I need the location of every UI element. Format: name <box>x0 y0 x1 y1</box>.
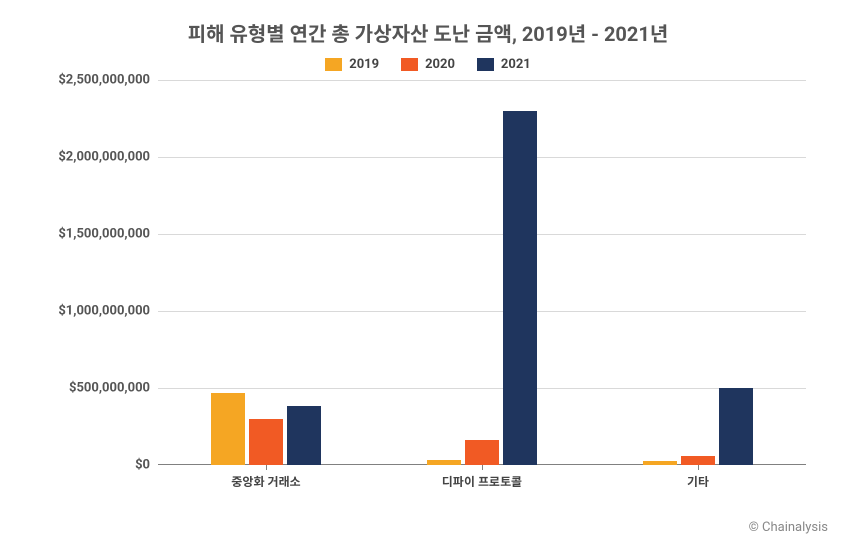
legend-item-2021: 2021 <box>477 57 531 72</box>
bar-2021-1 <box>503 111 537 465</box>
legend-label-2020: 2020 <box>425 57 455 72</box>
bar-2019-2 <box>643 461 677 465</box>
x-tick-label: 기타 <box>687 465 709 490</box>
attribution: © Chainalysis <box>749 520 828 535</box>
chart-container: 피해 유형별 연간 총 가상자산 도난 금액, 2019년 - 2021년 20… <box>0 0 856 543</box>
y-tick-label: $1,000,000,000 <box>58 304 158 319</box>
y-tick-label: $2,500,000,000 <box>58 73 158 88</box>
bar-2020-0 <box>249 419 283 465</box>
y-tick-label: $500,000,000 <box>69 381 158 396</box>
legend-item-2019: 2019 <box>325 57 379 72</box>
gridline <box>158 80 806 81</box>
bar-2020-1 <box>465 440 499 465</box>
legend-label-2021: 2021 <box>501 57 531 72</box>
legend-swatch-2019 <box>325 58 342 71</box>
bar-2019-0 <box>211 393 245 465</box>
legend-label-2019: 2019 <box>349 57 379 72</box>
gridline <box>158 388 806 389</box>
y-tick-label: $1,500,000,000 <box>58 227 158 242</box>
x-tick-label: 중앙화 거래소 <box>231 465 300 490</box>
x-tick-label: 디파이 프로토콜 <box>442 465 522 490</box>
legend: 2019 2020 2021 <box>30 57 826 72</box>
bar-2021-0 <box>287 406 321 465</box>
y-tick-label: $2,000,000,000 <box>58 150 158 165</box>
gridline <box>158 157 806 158</box>
gridline <box>158 234 806 235</box>
y-tick-label: $0 <box>135 458 158 473</box>
legend-swatch-2021 <box>477 58 494 71</box>
gridline <box>158 311 806 312</box>
bar-2019-1 <box>427 460 461 465</box>
bar-2020-2 <box>681 456 715 465</box>
legend-item-2020: 2020 <box>401 57 455 72</box>
chart-title: 피해 유형별 연간 총 가상자산 도난 금액, 2019년 - 2021년 <box>30 18 826 47</box>
plot-area: $0$500,000,000$1,000,000,000$1,500,000,0… <box>158 80 806 465</box>
bar-2021-2 <box>719 388 753 465</box>
legend-swatch-2020 <box>401 58 418 71</box>
